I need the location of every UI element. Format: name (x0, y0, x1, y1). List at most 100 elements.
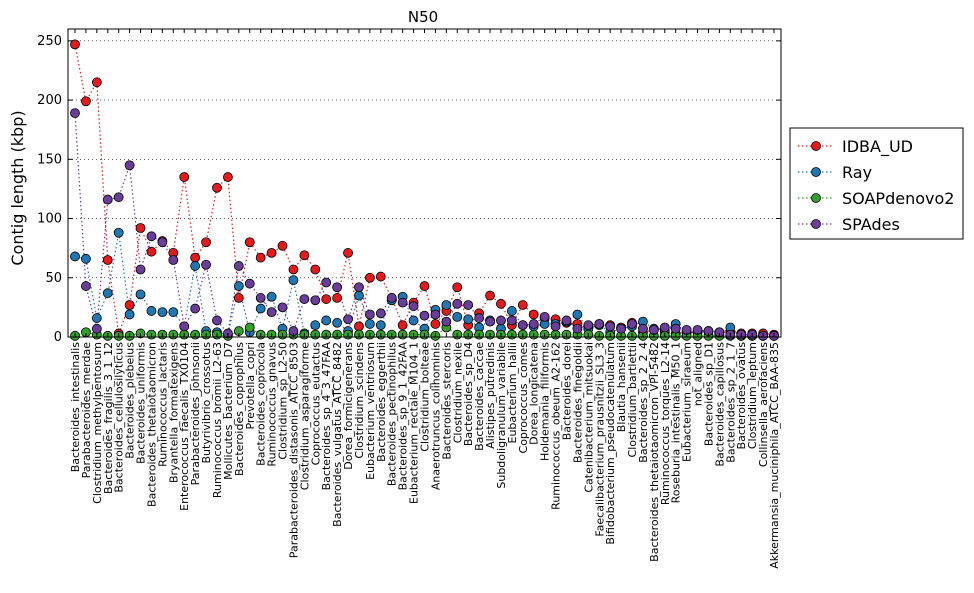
data-point (168, 255, 179, 265)
data-point (124, 309, 135, 320)
data-point (179, 321, 190, 332)
x-tick-label: Butyrivibrio_crossotus (200, 342, 213, 464)
data-point (321, 315, 332, 326)
data-point (255, 252, 266, 263)
data-point (299, 250, 310, 261)
x-tick-label: Dorea_longicatena (528, 342, 541, 445)
data-point (233, 281, 244, 291)
x-tick-label: Bifidobacterium_pseudocatenulatum (604, 342, 617, 545)
data-point (266, 247, 277, 258)
data-point (223, 172, 233, 182)
data-point (135, 223, 146, 233)
data-point (375, 271, 386, 282)
x-tick-label: Bacteroides_sp_2_1_7 (724, 342, 737, 463)
data-point (441, 316, 452, 327)
x-tick-label: Bacteroides_plebeius (124, 342, 137, 459)
legend-entry: IDBA_UD (842, 137, 913, 157)
data-point (70, 108, 80, 119)
x-tick-label: Bacteroides_eggerthii (375, 342, 388, 462)
data-point (266, 291, 277, 302)
data-point (102, 255, 113, 265)
legend-marker (811, 193, 821, 203)
x-tick-label: Coprococcus_comes (517, 342, 530, 454)
x-tick-label: Ruminococcus_torques_L2-14 (659, 342, 672, 505)
x-tick-label: Clostridium_leptum (746, 342, 759, 449)
data-point (277, 240, 288, 251)
data-point (91, 77, 102, 88)
x-tick-label: Clostridium_sp_L2-50 (277, 342, 290, 460)
x-tick-label: Dorea_formicigenerans (342, 342, 355, 470)
x-tick-label: Bacteroides_capillosus (713, 342, 726, 467)
data-point (474, 313, 485, 323)
data-point (343, 314, 353, 325)
x-tick-label: Bacteroides_fragilis_3_1_12 (102, 342, 115, 494)
data-point (321, 294, 332, 304)
x-tick-label: Bacteroides_intestinalis (69, 342, 82, 472)
data-point (463, 314, 474, 325)
data-point (659, 322, 670, 333)
data-point (496, 298, 506, 309)
x-tick-label: Bacteroides_thetaiotaomicron_VPI-5482 (648, 342, 661, 562)
x-tick-label: Ruminococcus_bromii_L2-63 (211, 342, 224, 498)
data-point (321, 277, 332, 288)
data-point (528, 309, 539, 320)
x-tick-label: Catenibacterium_mitsuokai (582, 342, 595, 493)
legend-marker (811, 219, 821, 229)
data-point (583, 320, 594, 331)
data-point (452, 298, 463, 309)
data-point (244, 278, 255, 289)
x-tick-label: Prevotella_copri (244, 342, 257, 430)
x-tick-label: Parabacteroides_merdae (80, 342, 93, 479)
data-point (168, 307, 179, 318)
data-point (212, 315, 222, 326)
data-point (452, 282, 463, 293)
y-tick-label: 0 (54, 330, 62, 345)
x-tick-label: Anaerotruncus_colihominis (429, 342, 442, 490)
data-point (354, 290, 364, 301)
x-tick-label: not_aligned (692, 342, 705, 406)
y-tick-labels: 0 50 100 150 200 250 (37, 34, 62, 345)
x-tick-label: Bacteroides_coprocola (255, 342, 268, 466)
data-point (212, 182, 222, 193)
x-tick-label: Faecalibacterium_prausnitzii_SL3_3 (593, 342, 606, 537)
data-point (397, 297, 408, 308)
data-point (91, 323, 102, 334)
data-point (332, 282, 343, 293)
data-point (70, 39, 80, 50)
x-tick-label: Parabacteroides_distasonis_ATCC_8503 (287, 342, 300, 558)
data-point (496, 315, 506, 326)
data-point (572, 309, 583, 320)
data-point (266, 307, 277, 318)
data-point (441, 300, 452, 310)
data-point (102, 288, 113, 299)
x-tick-label: Blautia_hansenii (615, 342, 628, 432)
data-point (517, 320, 528, 331)
data-point (190, 303, 201, 314)
x-tick-label: Bacteroides_sp_2_2_4 (637, 342, 650, 463)
data-point (430, 319, 441, 329)
x-tick-labels: Bacteroides_intestinalisParabacteroides_… (69, 342, 781, 569)
data-point (375, 308, 386, 319)
data-point (638, 323, 648, 334)
x-tick-label: Ruminococcus_lactaris (156, 342, 169, 467)
x-tick-label: Bacteroides_dorei (560, 342, 573, 440)
legend-entry: SPAdes (842, 215, 900, 234)
data-point (397, 320, 408, 331)
x-tick-label: Bacteroides_sp_4_3_47FAA (320, 342, 333, 491)
data-point (70, 251, 80, 262)
data-point (201, 237, 211, 248)
data-point (539, 311, 550, 322)
data-point (364, 309, 375, 320)
data-point (157, 237, 168, 248)
y-tick-label: 150 (37, 152, 62, 167)
data-point (364, 272, 375, 283)
x-tick-label: Coprococcus_eutactus (309, 342, 322, 466)
data-point (364, 319, 375, 329)
x-tick-label: Bacteroides_coprophilus (233, 342, 246, 476)
data-point (146, 231, 157, 242)
y-axis-label: Contig length (kbp) (8, 110, 27, 265)
x-tick-label: Bacteroides_pectinophilus (386, 342, 399, 486)
x-tick-label: Bacteroides_caccae (473, 342, 486, 451)
data-point (255, 293, 266, 303)
